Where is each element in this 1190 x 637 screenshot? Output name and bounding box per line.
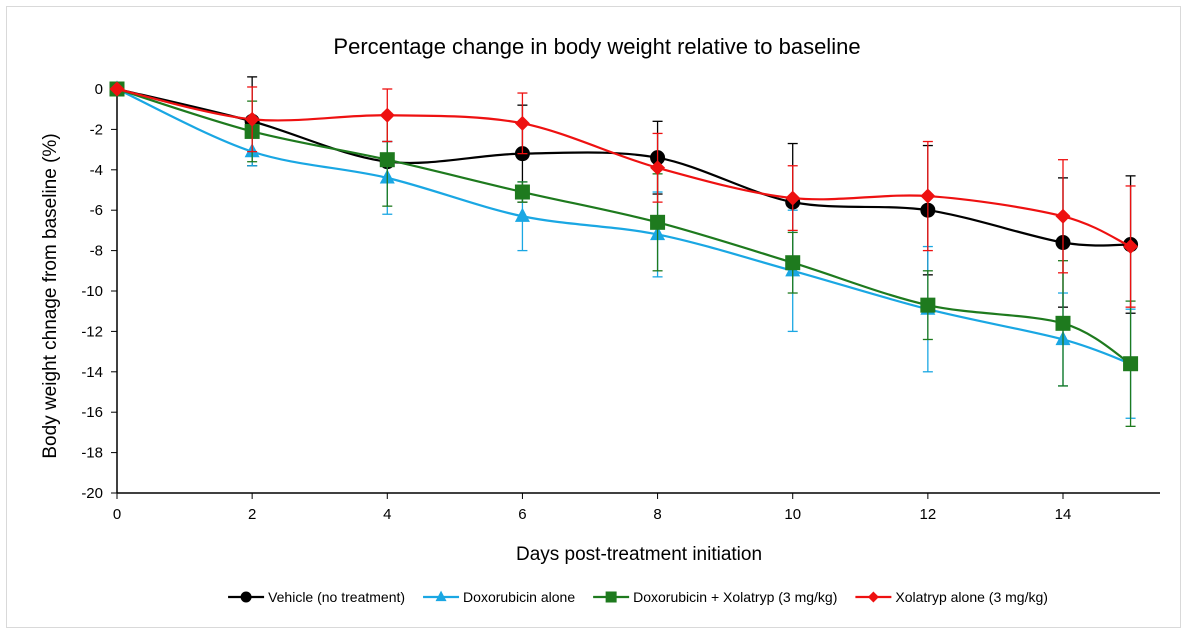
x-tick-label: 10	[784, 506, 801, 523]
x-tick-label: 6	[518, 506, 526, 523]
data-point	[514, 184, 530, 200]
legend-label: Xolatryp alone (3 mg/kg)	[895, 589, 1048, 605]
y-tick-label: -4	[90, 162, 103, 179]
y-tick-label: -20	[81, 485, 103, 502]
chart-title: Percentage change in body weight relativ…	[333, 34, 860, 59]
data-point	[650, 160, 666, 176]
series-line	[116, 87, 1131, 247]
data-point	[514, 115, 530, 131]
data-point	[1055, 208, 1071, 224]
y-tick-label: -18	[81, 445, 103, 462]
y-axis-label: Body weight chnage from baseline (%)	[40, 133, 61, 458]
data-point	[109, 81, 125, 97]
series-group	[109, 81, 1139, 308]
legend-marker	[435, 590, 447, 602]
data-point	[920, 188, 936, 204]
data-point	[1123, 239, 1139, 255]
series-line	[116, 88, 1131, 365]
series-group	[109, 80, 1139, 419]
legend-label: Doxorubicin + Xolatryp (3 mg/kg)	[633, 589, 837, 605]
data-point	[785, 255, 801, 271]
data-point	[920, 297, 936, 313]
axes: 0 2 4 6 8 10 12 14 0 -2 -4 -6 -8 -10 -12 -14 -16 -18 -20	[81, 81, 1160, 523]
series-line	[116, 87, 1132, 365]
y-tick-label: -10	[81, 283, 103, 300]
legend-label: Vehicle (no treatment)	[268, 589, 405, 605]
legend-label: Doxorubicin alone	[463, 589, 575, 605]
x-axis-label: Days post-treatment initiation	[516, 544, 762, 565]
legend-marker	[605, 591, 617, 603]
legend-marker	[867, 591, 879, 603]
data-point	[650, 214, 666, 230]
x-tick-label: 8	[653, 506, 661, 523]
y-tick-label: -8	[90, 243, 103, 260]
x-tick-label: 12	[920, 506, 937, 523]
data-point	[514, 207, 530, 222]
y-tick-label: -6	[90, 202, 103, 219]
series-group	[109, 76, 1139, 314]
legend-item: Vehicle (no treatment)	[228, 589, 405, 605]
data-point	[1055, 315, 1071, 331]
data-point	[244, 111, 260, 127]
data-point	[379, 152, 395, 168]
y-tick-label: -2	[90, 121, 103, 138]
series-line	[116, 87, 1132, 248]
data-point	[1123, 356, 1139, 372]
legend-marker	[240, 591, 252, 603]
data-point	[379, 107, 395, 123]
series-layer	[109, 76, 1139, 427]
x-tick-label: 14	[1055, 506, 1072, 523]
series-group	[109, 81, 1139, 427]
legend: Vehicle (no treatment) Doxorubicin alone D…	[228, 589, 1048, 605]
y-tick-label: -14	[81, 364, 103, 381]
legend-item: Doxorubicin + Xolatryp (3 mg/kg)	[593, 589, 837, 605]
x-tick-label: 0	[113, 506, 121, 523]
y-tick-label: -12	[81, 323, 103, 340]
legend-item: Doxorubicin alone	[423, 589, 575, 605]
y-tick-label: -16	[81, 404, 103, 421]
x-tick-label: 4	[383, 506, 391, 523]
x-tick-label: 2	[248, 506, 256, 523]
data-point	[785, 190, 801, 206]
y-tick-label: 0	[95, 81, 103, 98]
legend-item: Xolatryp alone (3 mg/kg)	[855, 589, 1048, 605]
